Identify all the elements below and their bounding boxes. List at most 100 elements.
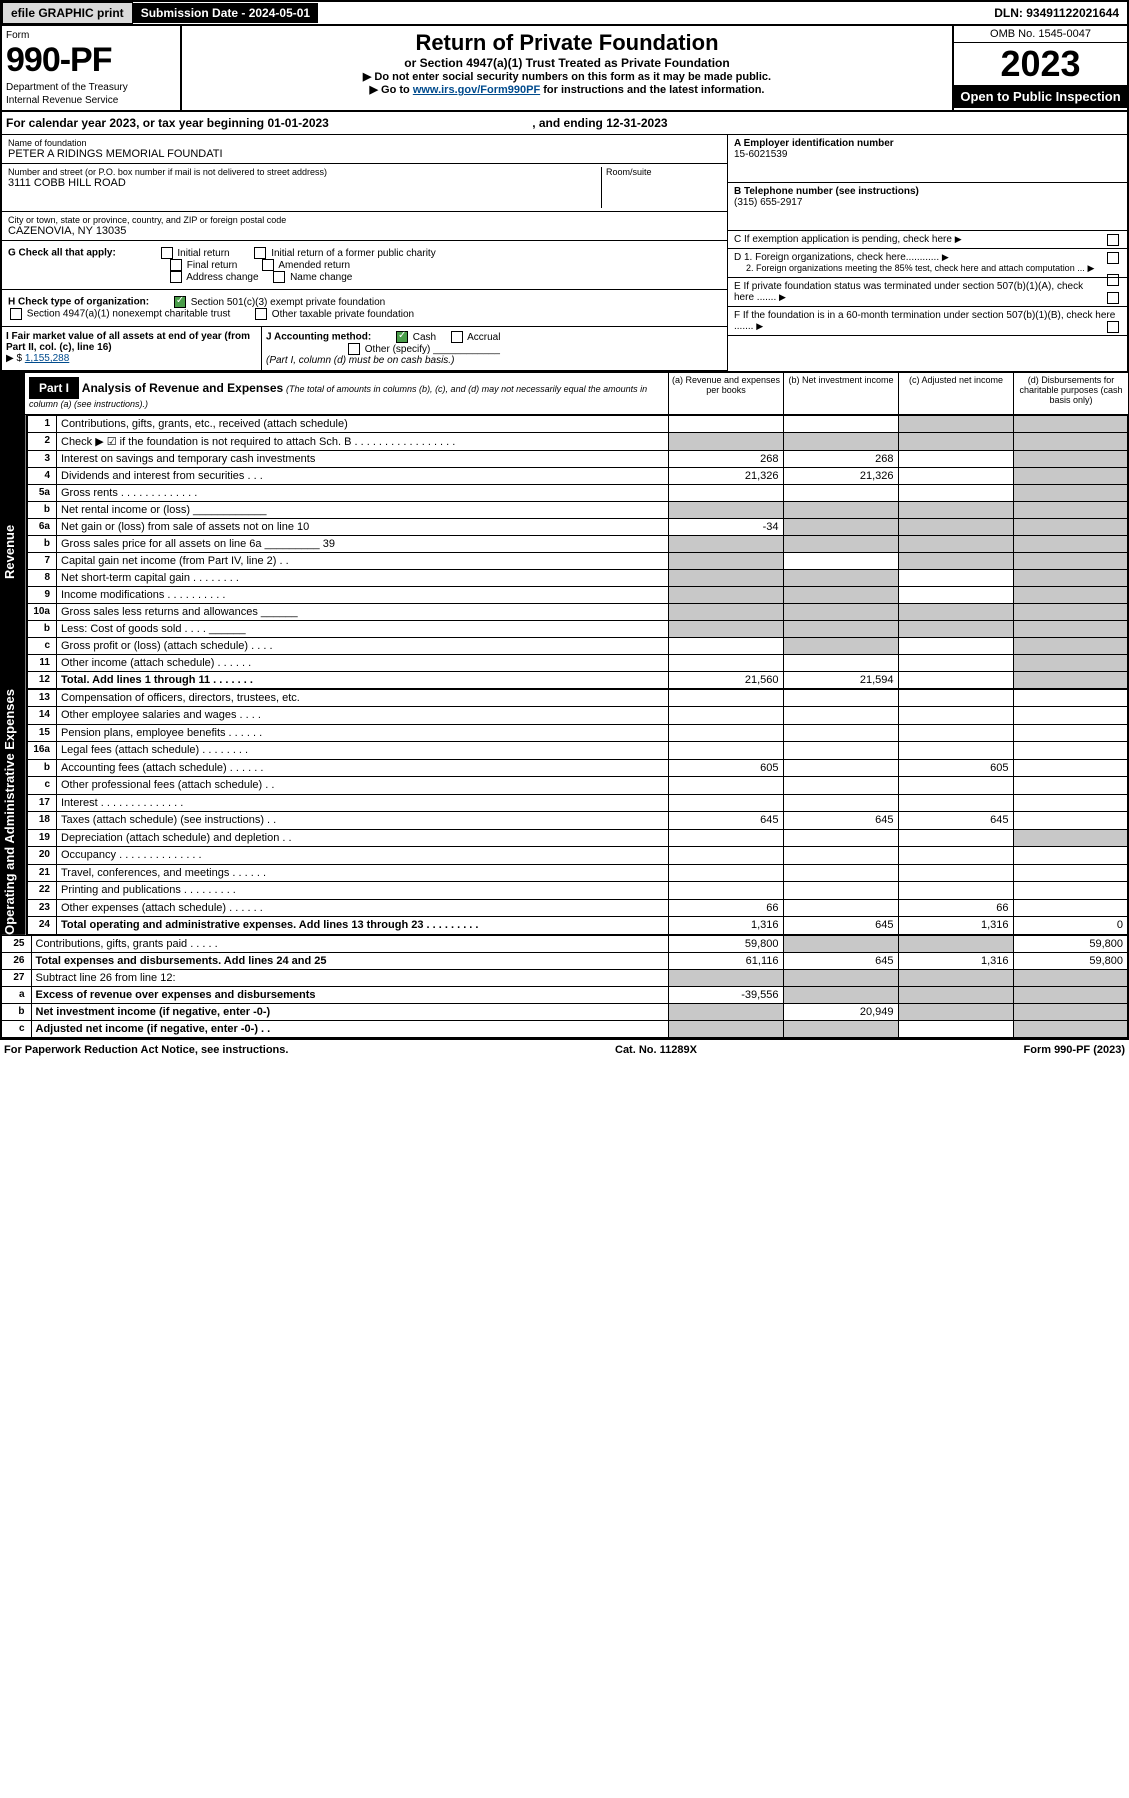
line-label: Pension plans, employee benefits . . . .… <box>57 724 669 741</box>
calendar-year-row: For calendar year 2023, or tax year begi… <box>0 112 1129 135</box>
table-row: bNet investment income (if negative, ent… <box>1 1003 1128 1020</box>
irs-link[interactable]: www.irs.gov/Form990PF <box>413 84 540 96</box>
table-cell <box>898 935 1013 952</box>
table-cell: 66 <box>668 899 783 916</box>
line-number: 18 <box>27 812 57 829</box>
table-cell: 645 <box>668 812 783 829</box>
col-c-hdr: (c) Adjusted net income <box>898 373 1013 414</box>
table-cell <box>898 604 1013 621</box>
table-cell <box>898 570 1013 587</box>
table-cell <box>783 899 898 916</box>
table-row: 23Other expenses (attach schedule) . . .… <box>27 899 1129 916</box>
line-label: Other income (attach schedule) . . . . .… <box>57 655 669 672</box>
line-number: 23 <box>27 899 57 916</box>
cash-checkbox[interactable] <box>396 331 408 343</box>
table-cell <box>1013 829 1128 846</box>
expenses-section: Operating and Administrative Expenses 13… <box>0 689 1129 935</box>
table-row: bAccounting fees (attach schedule) . . .… <box>27 759 1129 776</box>
line-number: c <box>1 1020 31 1038</box>
table-cell <box>668 536 783 553</box>
table-cell <box>898 864 1013 881</box>
table-cell <box>1013 899 1128 916</box>
line-label: Excess of revenue over expenses and disb… <box>31 986 668 1003</box>
fmv-link[interactable]: 1,155,288 <box>25 353 70 364</box>
e-checkbox[interactable] <box>1107 292 1119 304</box>
table-cell <box>783 724 898 741</box>
line-label: Other expenses (attach schedule) . . . .… <box>57 899 669 916</box>
revenue-table: 1Contributions, gifts, grants, etc., rec… <box>26 415 1129 689</box>
amended-return-checkbox[interactable] <box>262 259 274 271</box>
501c3-checkbox[interactable] <box>174 296 186 308</box>
address-change-checkbox[interactable] <box>170 271 182 283</box>
c-checkbox[interactable] <box>1107 234 1119 246</box>
c-row: C If exemption application is pending, c… <box>728 231 1127 249</box>
initial-return-checkbox[interactable] <box>161 247 173 259</box>
table-cell: 645 <box>783 812 898 829</box>
table-cell: 268 <box>783 451 898 468</box>
line-number: 2 <box>27 433 57 451</box>
d1-checkbox[interactable] <box>1107 252 1119 264</box>
ein-cell: A Employer identification number 15-6021… <box>728 135 1127 183</box>
table-cell: 645 <box>783 917 898 935</box>
table-cell <box>1013 742 1128 759</box>
phone-cell: B Telephone number (see instructions) (3… <box>728 183 1127 231</box>
table-cell <box>783 638 898 655</box>
table-cell: 1,316 <box>668 917 783 935</box>
table-cell <box>898 742 1013 759</box>
table-cell <box>1013 604 1128 621</box>
ij-row: I Fair market value of all assets at end… <box>2 327 727 371</box>
table-cell: 59,800 <box>1013 952 1128 969</box>
footer-left: For Paperwork Reduction Act Notice, see … <box>4 1044 288 1056</box>
table-cell: 21,560 <box>668 672 783 689</box>
line-number: b <box>27 502 57 519</box>
table-cell <box>668 587 783 604</box>
line-label: Check ▶ ☑ if the foundation is not requi… <box>57 433 669 451</box>
table-cell <box>783 655 898 672</box>
line-label: Legal fees (attach schedule) . . . . . .… <box>57 742 669 759</box>
d2-checkbox[interactable] <box>1107 274 1119 286</box>
table-cell <box>898 1003 1013 1020</box>
table-cell <box>1013 485 1128 502</box>
final-return-checkbox[interactable] <box>170 259 182 271</box>
instr-ssn: ▶ Do not enter social security numbers o… <box>186 70 948 83</box>
table-cell <box>898 587 1013 604</box>
line-number: a <box>1 986 31 1003</box>
revenue-section: Revenue 1Contributions, gifts, grants, e… <box>0 415 1129 689</box>
instr-goto: ▶ Go to www.irs.gov/Form990PF for instru… <box>186 83 948 96</box>
table-cell <box>898 433 1013 451</box>
table-cell <box>898 969 1013 986</box>
table-cell <box>668 847 783 864</box>
header-right: OMB No. 1545-0047 2023 Open to Public In… <box>952 26 1127 110</box>
other-taxable-checkbox[interactable] <box>255 308 267 320</box>
other-method-checkbox[interactable] <box>348 343 360 355</box>
table-cell: -39,556 <box>668 986 783 1003</box>
table-row: 12Total. Add lines 1 through 11 . . . . … <box>27 672 1129 689</box>
table-row: 10aGross sales less returns and allowanc… <box>27 604 1129 621</box>
table-row: bLess: Cost of goods sold . . . . ______ <box>27 621 1129 638</box>
table-cell <box>783 690 898 707</box>
line-label: Contributions, gifts, grants paid . . . … <box>31 935 668 952</box>
initial-former-checkbox[interactable] <box>254 247 266 259</box>
efile-print-button[interactable]: efile GRAPHIC print <box>2 2 133 24</box>
table-cell <box>898 986 1013 1003</box>
table-cell <box>1013 847 1128 864</box>
accrual-checkbox[interactable] <box>451 331 463 343</box>
line-number: 5a <box>27 485 57 502</box>
f-checkbox[interactable] <box>1107 321 1119 333</box>
table-cell <box>898 553 1013 570</box>
topbar: efile GRAPHIC print Submission Date - 20… <box>0 0 1129 26</box>
table-cell <box>668 864 783 881</box>
table-cell: -34 <box>668 519 783 536</box>
table-cell <box>1013 621 1128 638</box>
4947-checkbox[interactable] <box>10 308 22 320</box>
table-row: 21Travel, conferences, and meetings . . … <box>27 864 1129 881</box>
name-change-checkbox[interactable] <box>273 271 285 283</box>
line-number: c <box>27 638 57 655</box>
line-label: Printing and publications . . . . . . . … <box>57 882 669 899</box>
footer-right: Form 990-PF (2023) <box>1024 1044 1126 1056</box>
line-number: 26 <box>1 952 31 969</box>
tax-year: 2023 <box>954 43 1127 85</box>
table-row: 7Capital gain net income (from Part IV, … <box>27 553 1129 570</box>
header-center: Return of Private Foundation or Section … <box>182 26 952 110</box>
table-cell <box>783 502 898 519</box>
